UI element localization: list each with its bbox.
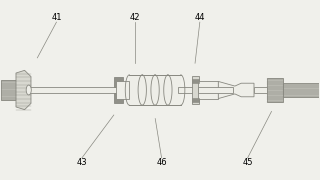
FancyBboxPatch shape — [254, 87, 267, 93]
FancyBboxPatch shape — [283, 83, 319, 97]
FancyBboxPatch shape — [1, 80, 16, 100]
FancyBboxPatch shape — [116, 81, 129, 99]
Text: 41: 41 — [51, 13, 62, 22]
FancyBboxPatch shape — [168, 75, 181, 105]
FancyBboxPatch shape — [197, 87, 233, 93]
Polygon shape — [218, 81, 254, 99]
FancyBboxPatch shape — [192, 79, 198, 83]
FancyBboxPatch shape — [192, 98, 198, 102]
Text: 43: 43 — [76, 158, 87, 167]
FancyBboxPatch shape — [114, 78, 123, 87]
Polygon shape — [16, 70, 31, 110]
FancyBboxPatch shape — [114, 93, 123, 102]
Text: 42: 42 — [129, 13, 140, 22]
Ellipse shape — [26, 85, 31, 95]
FancyBboxPatch shape — [192, 76, 199, 104]
FancyBboxPatch shape — [129, 75, 142, 105]
FancyBboxPatch shape — [197, 81, 218, 99]
Text: 46: 46 — [156, 158, 167, 167]
FancyBboxPatch shape — [178, 87, 198, 93]
FancyBboxPatch shape — [155, 75, 168, 105]
FancyBboxPatch shape — [142, 75, 155, 105]
FancyBboxPatch shape — [29, 87, 120, 93]
Text: 44: 44 — [195, 13, 205, 22]
Text: 45: 45 — [242, 158, 253, 167]
FancyBboxPatch shape — [267, 78, 283, 102]
